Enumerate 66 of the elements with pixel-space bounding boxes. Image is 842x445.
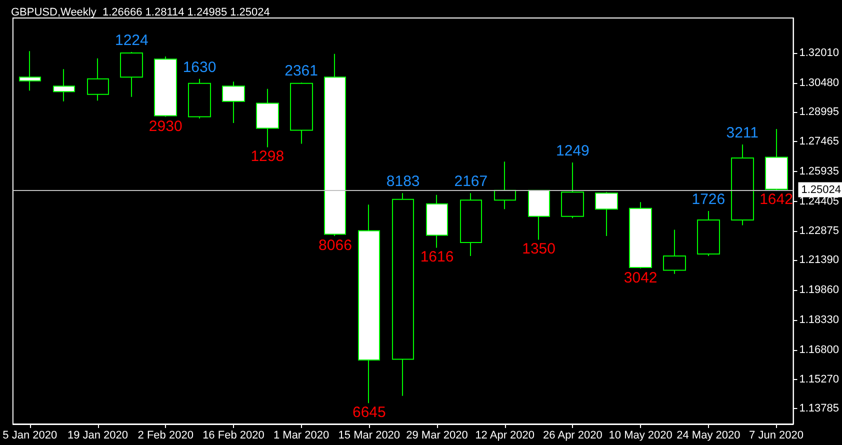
candlestick (561, 162, 584, 219)
candlestick (358, 204, 380, 404)
text: 2930 (148, 118, 182, 135)
text: 1249 (556, 142, 590, 160)
y-tick-label: 1.27465 (799, 136, 840, 148)
candlestick (154, 56, 177, 118)
candlestick (188, 78, 211, 120)
candlestick (87, 58, 109, 102)
x-tick-label: 7 Jun 2020 (749, 430, 804, 442)
y-tick-label: 1.24405 (799, 195, 840, 208)
text: 1298 (250, 148, 284, 166)
text: 8066 (318, 237, 352, 254)
y-tick-label: 1.30480 (799, 76, 840, 89)
x-tick-label: 29 Mar 2020 (406, 430, 468, 442)
candlestick (697, 210, 720, 256)
x-tick-label: 2 Feb 2020 (138, 430, 194, 442)
candlestick (731, 144, 754, 226)
candlestick (120, 51, 143, 98)
y-tick-label: 1.21390 (799, 254, 840, 266)
candlestick (290, 82, 313, 144)
candlestick (53, 68, 75, 102)
candlestick (765, 128, 788, 191)
ref-line-label: 1.25024 (801, 184, 842, 196)
text: 6645 (352, 404, 386, 422)
y-tick-label: 1.15270 (799, 374, 840, 386)
text: 1726 (692, 191, 726, 208)
candlestick (222, 81, 245, 124)
text: 1642 (760, 191, 793, 208)
x-tick-label: 12 Apr 2020 (475, 430, 535, 442)
y-tick-label: 1.32010 (799, 46, 840, 59)
candlestick (460, 192, 482, 256)
y-tick-label: 1.13785 (799, 402, 840, 415)
x-tick-label: 15 Mar 2020 (338, 430, 400, 442)
x-tick-label: 5 Jan 2020 (2, 430, 58, 442)
text: 3211 (726, 124, 758, 142)
text: 1224 (114, 32, 148, 49)
text: 3042 (624, 269, 658, 286)
y-tick-label: 1.28995 (799, 106, 840, 118)
candlestick (663, 229, 686, 274)
candlestick (494, 161, 516, 210)
candlestick (392, 192, 414, 396)
text: 2167 (454, 173, 488, 190)
x-tick-label: 19 Jan 2020 (67, 430, 128, 442)
candlestick (256, 88, 279, 148)
x-tick-label: 1 Mar 2020 (273, 430, 330, 442)
candlestick (595, 192, 618, 237)
chart-title: GBPUSD,Weekly 1.26666 1.28114 1.24985 1.25024 (11, 6, 270, 18)
y-tick-label: 1.22875 (799, 225, 840, 238)
text: 8183 (386, 173, 420, 190)
text: 1630 (182, 58, 216, 76)
y-tick-label: 1.18330 (799, 314, 840, 326)
text: 1616 (420, 248, 454, 266)
candlestick (324, 53, 346, 237)
text: 1350 (522, 240, 556, 258)
x-tick-label: 10 May 2020 (608, 430, 672, 442)
x-tick-label: 26 Apr 2020 (543, 430, 602, 442)
y-tick-label: 1.16800 (799, 344, 840, 356)
candlestick (426, 194, 448, 248)
candlestick (629, 202, 652, 269)
x-tick-label: 24 May 2020 (676, 430, 740, 442)
candlestick (528, 190, 550, 240)
y-tick-label: 1.25935 (799, 166, 840, 178)
text: 2361 (284, 62, 318, 80)
x-tick-label: 16 Feb 2020 (202, 430, 264, 442)
y-tick-label: 1.19860 (799, 284, 840, 296)
candlestick (19, 50, 41, 92)
